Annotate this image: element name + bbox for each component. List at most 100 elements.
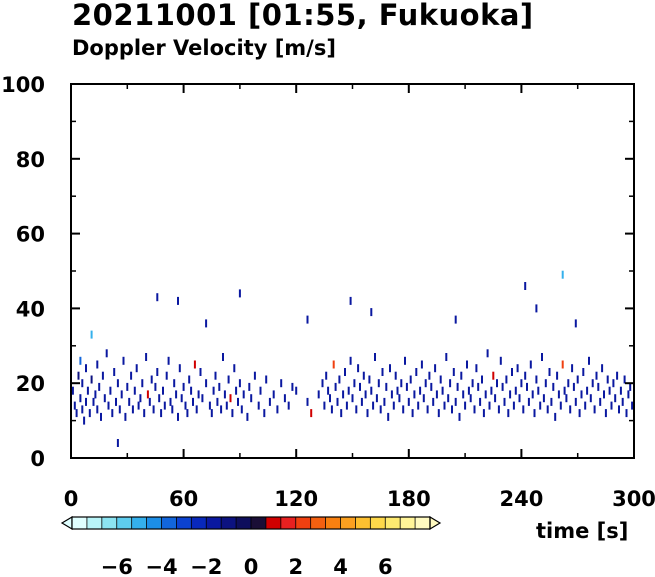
data-point (152, 405, 155, 414)
data-point (561, 360, 564, 369)
data-point (171, 405, 174, 414)
data-point (571, 364, 574, 373)
data-point (362, 371, 365, 380)
data-point (364, 390, 367, 399)
data-point (458, 412, 461, 421)
data-point (212, 386, 215, 395)
data-point (160, 409, 163, 418)
data-point (139, 394, 142, 403)
data-point (417, 401, 420, 410)
data-point (520, 379, 523, 388)
data-point (514, 386, 517, 395)
data-point (477, 382, 480, 391)
data-point (413, 390, 416, 399)
data-point (237, 397, 239, 406)
colorbar-tick-label: −4 (145, 555, 177, 577)
data-point (576, 375, 579, 384)
data-point (124, 412, 127, 421)
x-axis-label: time [s] (536, 519, 629, 543)
data-point (488, 401, 491, 410)
data-point (619, 386, 622, 395)
data-point (405, 382, 408, 391)
data-point (452, 368, 455, 376)
data-point (248, 382, 251, 391)
data-point (250, 394, 253, 403)
data-point (497, 405, 500, 414)
data-point (184, 401, 187, 410)
data-point (83, 416, 86, 425)
data-point (137, 401, 140, 410)
data-point-isolated (306, 315, 309, 324)
data-point (512, 401, 515, 410)
data-point (90, 330, 93, 339)
data-point-isolated (156, 293, 159, 302)
data-point (584, 401, 587, 410)
data-point-isolated (561, 270, 564, 279)
data-point (396, 386, 399, 395)
data-point (501, 382, 504, 391)
data-point (229, 394, 232, 403)
colorbar-swatch (385, 517, 401, 529)
data-point (115, 397, 117, 406)
colorbar-swatch (86, 517, 103, 529)
data-point (625, 409, 628, 418)
data-point (402, 405, 405, 414)
data-point (345, 401, 348, 410)
data-point (389, 364, 391, 373)
data-point-isolated (177, 296, 179, 305)
data-point-isolated (574, 319, 577, 328)
data-point (469, 394, 472, 403)
data-point (145, 353, 148, 361)
data-point (98, 382, 101, 391)
y-tick-label: 60 (16, 223, 45, 247)
colorbar-tick-label: −6 (101, 555, 133, 577)
data-point (190, 386, 193, 395)
data-point (73, 401, 76, 410)
colorbar-tick-label: 2 (288, 555, 303, 577)
data-point (360, 397, 363, 406)
data-point (287, 401, 290, 410)
data-point (586, 386, 589, 395)
colorbar-swatch (280, 517, 297, 529)
data-point (240, 405, 243, 414)
data-point (79, 394, 82, 403)
data-point (556, 371, 559, 380)
data-point (272, 390, 275, 399)
data-point (163, 401, 166, 410)
colorbar-arrow-left (60, 515, 73, 531)
data-point (182, 382, 185, 391)
data-point (351, 394, 354, 403)
data-point (349, 356, 352, 365)
data-point (599, 397, 602, 406)
data-point (550, 397, 553, 406)
data-point (178, 364, 181, 373)
x-tick-label: 120 (274, 487, 318, 511)
data-point (559, 401, 562, 410)
data-point (546, 405, 549, 414)
colorbar-swatch (415, 517, 431, 529)
data-point (118, 405, 121, 414)
data-point (306, 397, 309, 406)
data-point (334, 382, 337, 391)
data-point (629, 382, 632, 391)
data-point (368, 375, 371, 384)
data-point (464, 401, 467, 410)
data-point (327, 386, 330, 395)
data-point (411, 409, 414, 418)
data-point (340, 409, 343, 418)
data-point (214, 371, 217, 380)
data-point (454, 397, 457, 406)
data-point (542, 394, 545, 403)
colorbar-swatch (221, 517, 237, 529)
data-point (552, 382, 555, 391)
data-point (188, 375, 191, 384)
data-point (90, 375, 93, 384)
data-point (481, 375, 483, 384)
colorbar-swatch (310, 517, 326, 529)
data-point (499, 356, 502, 365)
data-point (126, 382, 129, 391)
data-point (505, 375, 508, 384)
x-tick-label: 0 (64, 487, 79, 511)
data-point (216, 397, 219, 406)
data-point (404, 356, 406, 365)
